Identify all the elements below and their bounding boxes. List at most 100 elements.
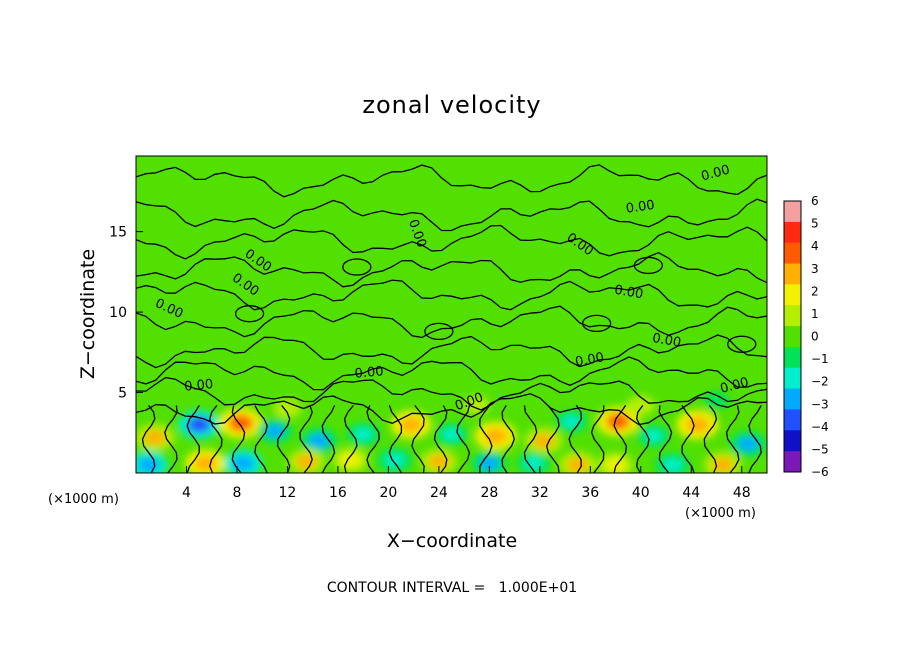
- zero-contour-line: [136, 279, 767, 311]
- anomaly-core: [384, 453, 405, 467]
- anomaly-core: [685, 416, 710, 433]
- x-axis-label: X−coordinate: [387, 530, 517, 552]
- anomaly-core: [308, 433, 330, 449]
- closed-contour: [633, 256, 664, 275]
- colorbar-tick-label: 3: [811, 262, 819, 276]
- zero-contour-line: [136, 198, 767, 232]
- anomaly-core: [399, 417, 423, 433]
- colorbar-segment: [784, 242, 801, 265]
- anomaly-core: [524, 456, 543, 470]
- lower-contour-line: [590, 405, 605, 473]
- y-axis-ticks: 5 10 15: [109, 225, 143, 402]
- lower-contour-line: [748, 405, 762, 473]
- lower-contour-line: [546, 405, 560, 473]
- contour-label: 0.00: [613, 283, 644, 303]
- colorbar-tick-label: −6: [811, 465, 829, 479]
- lower-contour-line: [568, 405, 582, 473]
- colorbar-tick-label: 5: [811, 217, 819, 231]
- x-tick-label: 4: [182, 485, 191, 501]
- x-tick-label: 36: [581, 485, 599, 501]
- anomaly-core: [605, 458, 626, 472]
- x-tick-label: 24: [430, 485, 448, 501]
- lower-contour-line: [411, 404, 425, 473]
- zero-contour-line: [136, 356, 767, 391]
- plot-frame: [135, 155, 768, 474]
- x-tick-label: 20: [379, 485, 397, 501]
- contour-label: 0.00: [700, 163, 732, 185]
- anomaly-core: [709, 395, 724, 406]
- lower-contour-line: [501, 405, 515, 473]
- lower-contour-line: [433, 405, 448, 473]
- anomaly-core: [712, 457, 734, 473]
- x-axis-unit-right: (×1000 m): [685, 506, 756, 521]
- contour-label: 0.00: [354, 364, 384, 381]
- lower-contour-line: [456, 405, 471, 473]
- chart-title: zonal velocity: [362, 91, 541, 119]
- colorbar-tick-label: 0: [811, 330, 819, 344]
- closed-contour: [234, 305, 265, 323]
- y-tick-label: 10: [109, 305, 127, 321]
- anomaly-core: [442, 428, 461, 441]
- colorbar-segment: [784, 346, 801, 369]
- x-tick-label: 32: [531, 485, 549, 501]
- zero-contour-line: [136, 376, 767, 411]
- contour-label: 0.00: [651, 331, 682, 351]
- colorbar-segment: [784, 388, 801, 410]
- y-tick-label: 5: [118, 386, 127, 402]
- x-tick-label: 40: [632, 485, 650, 501]
- anomaly-core: [228, 414, 253, 432]
- anomaly-core: [187, 416, 211, 433]
- x-tick-label: 48: [733, 485, 751, 501]
- colorbar-segment: [784, 430, 801, 452]
- x-tick-label: 8: [232, 485, 241, 501]
- x-axis-unit-left: (×1000 m): [48, 492, 119, 507]
- lower-contour-line: [321, 405, 336, 473]
- anomaly-core: [469, 400, 484, 411]
- zero-contour-line: [136, 224, 767, 260]
- anomaly-core: [137, 457, 160, 473]
- closed-contour: [727, 335, 757, 353]
- lower-contour-line: [209, 405, 223, 473]
- x-tick-label: 28: [480, 485, 498, 501]
- colorbar: 6 5 4 3 2 1 0 −1 −2 −3 −4 −5 −6: [783, 194, 829, 479]
- x-tick-label: 44: [682, 485, 700, 501]
- zero-contour-line: [136, 164, 767, 198]
- colorbar-tick-label: −5: [811, 442, 829, 456]
- lower-contour-line: [388, 405, 403, 473]
- lower-contour-line: [479, 405, 493, 473]
- colorbar-tick-label: −3: [811, 397, 829, 411]
- colorbar-tick-label: 4: [811, 239, 819, 253]
- anomaly-core: [353, 427, 373, 441]
- colorbar-segment: [784, 326, 801, 348]
- contour-label: 0.00: [719, 375, 751, 397]
- anomaly-core: [606, 413, 630, 430]
- colorbar-segment: [784, 263, 801, 285]
- anomaly-core: [633, 399, 649, 411]
- y-axis-label: Z−coordinate: [77, 249, 99, 379]
- lower-contour-line: [613, 405, 628, 473]
- anomaly-core: [264, 424, 285, 439]
- closed-contour: [424, 322, 454, 341]
- contour-label: 0.00: [625, 198, 656, 217]
- anomaly-core: [737, 436, 759, 452]
- lower-contour-line: [523, 405, 538, 473]
- lower-contour-line: [186, 405, 200, 473]
- anomaly-core: [567, 457, 589, 473]
- colorbar-segment: [784, 221, 801, 244]
- anomaly-core: [296, 454, 317, 469]
- lower-contour-line: [231, 405, 246, 473]
- lower-contour-line: [141, 405, 156, 473]
- lower-contour-line: [703, 405, 718, 473]
- anomaly-core: [533, 433, 555, 449]
- closed-contour: [342, 258, 372, 276]
- colorbar-segment: [784, 284, 801, 306]
- lower-contour-line: [164, 405, 178, 473]
- lower-contour-line: [276, 404, 291, 473]
- closed-contour: [581, 314, 612, 333]
- lower-contour-line: [681, 405, 695, 473]
- zero-contour-line: [136, 334, 767, 369]
- x-tick-label: 16: [329, 485, 347, 501]
- anomaly-core: [562, 415, 581, 428]
- anomaly-core: [428, 454, 449, 469]
